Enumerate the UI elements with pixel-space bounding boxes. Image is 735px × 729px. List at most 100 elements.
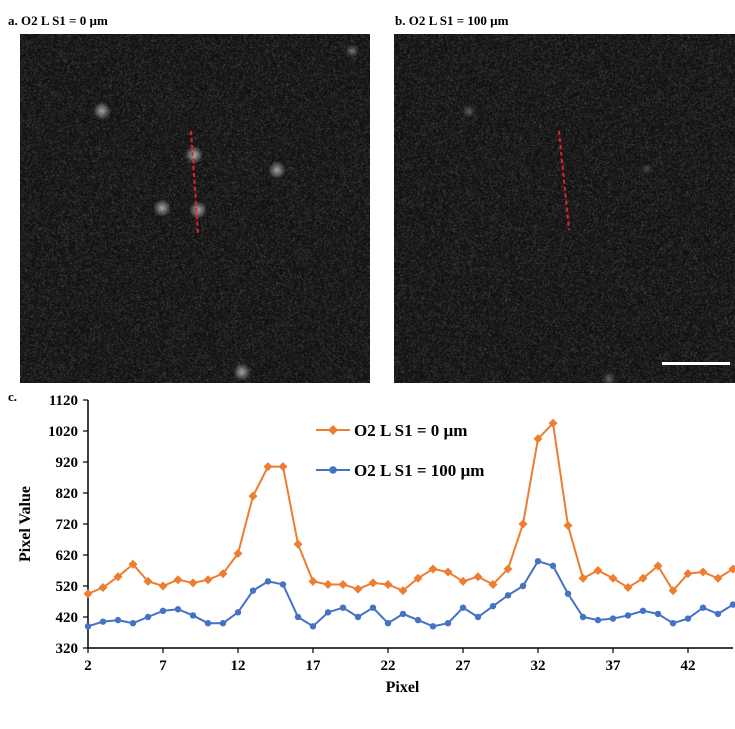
data-point-0 xyxy=(473,572,483,582)
data-point-0 xyxy=(653,561,663,571)
data-point-0 xyxy=(698,567,708,577)
x-tick-label: 42 xyxy=(681,658,696,674)
data-point-1 xyxy=(339,604,347,611)
x-axis-title: Pixel xyxy=(386,679,420,696)
data-point-0 xyxy=(683,569,693,579)
data-point-1 xyxy=(264,578,272,585)
data-point-0 xyxy=(158,581,168,591)
trace-line-a xyxy=(190,130,199,234)
panel-a-label: a. O2 L S1 = 0 µm xyxy=(8,13,108,28)
data-point-1 xyxy=(549,562,557,570)
x-tick-label: 32 xyxy=(531,658,546,674)
data-point-0 xyxy=(728,564,735,574)
data-point-0 xyxy=(203,575,213,585)
panel-b-label: b. O2 L S1 = 100 µm xyxy=(395,13,509,28)
data-point-0 xyxy=(623,583,633,593)
data-point-0 xyxy=(233,548,243,558)
data-point-0 xyxy=(578,573,588,583)
data-point-0 xyxy=(668,586,678,596)
data-point-0 xyxy=(458,576,468,586)
data-point-1 xyxy=(99,618,107,625)
data-point-0 xyxy=(518,519,528,529)
series-line-0 xyxy=(87,421,734,595)
scale-bar xyxy=(662,362,730,365)
x-tick-label: 2 xyxy=(84,658,92,674)
data-point-1 xyxy=(669,620,677,627)
data-point-0 xyxy=(548,418,558,428)
data-point-1 xyxy=(279,581,287,588)
x-tick-label: 7 xyxy=(159,658,167,674)
data-point-1 xyxy=(519,582,527,590)
data-point-0 xyxy=(503,564,513,574)
data-point-0 xyxy=(98,583,108,593)
data-point-0 xyxy=(398,586,408,596)
data-point-0 xyxy=(263,462,273,472)
data-point-0 xyxy=(428,564,438,574)
data-point-0 xyxy=(113,572,123,582)
data-point-1 xyxy=(399,610,407,618)
legend-marker-1 xyxy=(329,466,337,474)
data-point-1 xyxy=(324,609,332,616)
data-point-1 xyxy=(249,587,257,594)
data-point-1 xyxy=(309,623,317,630)
data-point-1 xyxy=(459,604,467,611)
data-point-1 xyxy=(684,615,692,622)
data-point-1 xyxy=(204,620,212,627)
data-point-1 xyxy=(369,604,377,611)
data-point-0 xyxy=(338,579,348,589)
data-point-0 xyxy=(443,567,453,577)
y-axis-title: Pixel Value xyxy=(17,486,34,562)
x-tick-label: 12 xyxy=(231,658,246,674)
data-point-1 xyxy=(414,616,422,624)
trace-line-b xyxy=(558,130,570,231)
data-point-1 xyxy=(729,601,735,608)
legend-label-1: O2 L S1 = 100 µm xyxy=(354,461,484,480)
data-point-0 xyxy=(323,579,333,589)
data-point-0 xyxy=(563,521,573,531)
data-point-0 xyxy=(143,576,153,586)
data-point-1 xyxy=(594,616,602,624)
x-tick-label: 17 xyxy=(306,658,322,674)
legend-marker-0 xyxy=(328,425,338,435)
y-tick-label: 920 xyxy=(56,455,79,471)
microscopy-image-b xyxy=(394,34,735,383)
data-point-1 xyxy=(609,615,617,622)
data-point-0 xyxy=(638,573,648,583)
data-point-1 xyxy=(714,610,722,618)
data-point-1 xyxy=(219,620,227,627)
data-point-1 xyxy=(294,613,302,621)
data-point-1 xyxy=(144,613,152,621)
data-point-1 xyxy=(699,604,707,611)
data-point-0 xyxy=(278,462,288,472)
data-point-0 xyxy=(368,578,378,588)
data-point-0 xyxy=(173,575,183,585)
noise-canvas-b xyxy=(394,34,735,383)
microscopy-image-a xyxy=(20,34,370,383)
y-tick-label: 620 xyxy=(56,548,79,564)
x-tick-label: 27 xyxy=(456,658,472,674)
noise-canvas-a xyxy=(20,34,370,383)
data-point-1 xyxy=(189,612,197,619)
data-point-1 xyxy=(579,613,587,621)
data-point-1 xyxy=(354,613,362,621)
y-tick-label: 1020 xyxy=(48,424,78,440)
x-tick-label: 37 xyxy=(606,658,622,674)
data-point-0 xyxy=(383,579,393,589)
y-tick-label: 420 xyxy=(56,610,79,626)
data-point-1 xyxy=(174,606,182,613)
data-point-0 xyxy=(218,569,228,579)
data-point-1 xyxy=(129,620,137,627)
data-point-0 xyxy=(188,578,198,588)
data-point-1 xyxy=(639,607,647,614)
data-point-1 xyxy=(534,558,542,565)
data-point-0 xyxy=(128,559,138,569)
data-point-1 xyxy=(504,592,512,599)
data-point-0 xyxy=(593,566,603,575)
legend-label-0: O2 L S1 = 0 µm xyxy=(354,421,467,440)
data-point-1 xyxy=(114,616,122,624)
data-point-1 xyxy=(429,623,437,630)
data-point-1 xyxy=(444,620,452,627)
data-point-0 xyxy=(533,434,543,444)
data-point-0 xyxy=(293,539,303,549)
